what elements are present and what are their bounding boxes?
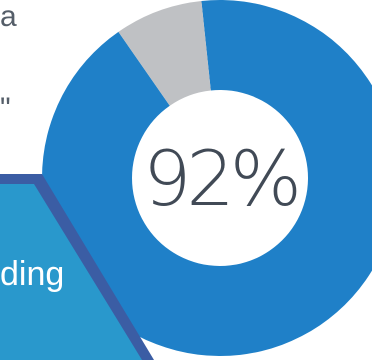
- donut-slice-filled: [42, 0, 372, 356]
- cropped-top-text: a: [0, 0, 17, 33]
- donut-center-percentage: 92%: [143, 134, 302, 223]
- cropped-quote-mark: ": [0, 92, 11, 125]
- ribbon-shape: [0, 184, 142, 360]
- donut-slice-remaining: [118, 0, 211, 106]
- ribbon-label: ding: [0, 255, 65, 293]
